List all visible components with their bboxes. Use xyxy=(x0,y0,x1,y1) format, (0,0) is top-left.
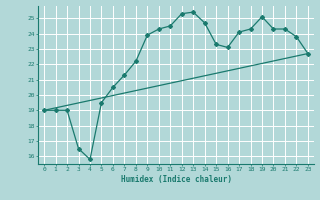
X-axis label: Humidex (Indice chaleur): Humidex (Indice chaleur) xyxy=(121,175,231,184)
